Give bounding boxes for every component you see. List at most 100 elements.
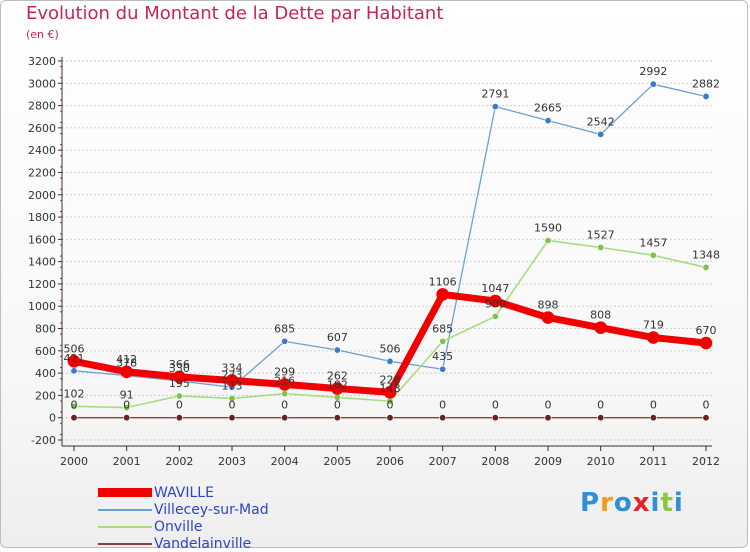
data-label: 0 — [703, 399, 710, 412]
data-point — [491, 414, 499, 422]
y-tick-label: 600 — [35, 345, 56, 358]
data-point — [281, 414, 289, 422]
data-label: 173 — [222, 379, 243, 392]
data-point — [649, 80, 657, 88]
data-label: 0 — [71, 399, 78, 412]
data-point — [544, 236, 552, 244]
data-label: 0 — [650, 399, 657, 412]
data-point — [439, 365, 447, 373]
data-point — [702, 92, 710, 100]
data-label: 412 — [116, 353, 137, 366]
data-label: 148 — [380, 382, 401, 395]
data-label: 435 — [432, 350, 453, 363]
data-label: 607 — [327, 331, 348, 344]
x-tick-label: 2006 — [376, 455, 404, 468]
y-tick-label: 2400 — [28, 144, 56, 157]
data-label: 0 — [492, 399, 499, 412]
data-label: 0 — [334, 399, 341, 412]
data-point — [278, 378, 291, 391]
x-tick-label: 2012 — [692, 455, 720, 468]
data-label: 299 — [274, 365, 295, 378]
x-tick-label: 2011 — [639, 455, 667, 468]
data-point — [173, 370, 186, 384]
data-point — [699, 336, 713, 350]
data-point — [544, 414, 552, 422]
legend-swatch — [98, 542, 152, 545]
data-label: 1106 — [429, 275, 457, 288]
data-label: 330 — [169, 362, 190, 375]
data-label: 506 — [64, 342, 85, 355]
data-label: 228 — [380, 373, 401, 386]
y-tick-label: 3000 — [28, 77, 56, 90]
x-tick-label: 2002 — [165, 455, 193, 468]
y-tick-label: -200 — [31, 434, 56, 447]
data-label: 670 — [696, 324, 717, 337]
data-label: 102 — [64, 387, 85, 400]
chart-title: Evolution du Montant de la Dette par Hab… — [26, 3, 444, 24]
data-label: 0 — [545, 399, 552, 412]
data-point — [386, 357, 394, 365]
data-point — [228, 394, 236, 402]
data-label: 719 — [643, 319, 664, 332]
data-point — [436, 288, 449, 301]
data-label: 909 — [485, 297, 506, 310]
data-point — [597, 130, 605, 138]
data-label: 216 — [274, 375, 295, 388]
data-point — [489, 294, 502, 308]
legend-label: Vandelainville — [154, 535, 252, 552]
data-label: 1590 — [534, 221, 562, 234]
logo-letter: t — [660, 488, 674, 518]
legend-label: Villecey-sur-Mad — [154, 501, 269, 518]
data-label: 378 — [116, 357, 137, 370]
data-point — [70, 402, 78, 410]
legend-item: Villecey-sur-Mad — [98, 501, 269, 518]
data-label: 808 — [590, 309, 611, 322]
data-point — [491, 103, 499, 111]
data-point — [281, 337, 289, 345]
data-point — [70, 414, 78, 422]
y-tick-label: 1200 — [28, 278, 56, 291]
data-label: 0 — [229, 399, 236, 412]
data-point — [331, 382, 344, 395]
legend-swatch — [98, 488, 152, 497]
data-point — [491, 312, 499, 320]
y-tick-label: 1000 — [28, 300, 56, 313]
data-label: 898 — [538, 299, 559, 312]
data-label: 2882 — [692, 77, 720, 90]
legend-swatch — [98, 508, 152, 511]
y-tick-label: 1400 — [28, 256, 56, 269]
data-label: 0 — [597, 399, 604, 412]
legend-swatch — [98, 525, 152, 528]
data-point — [123, 414, 131, 422]
y-tick-label: 1800 — [28, 211, 56, 224]
y-tick-label: 0 — [49, 412, 56, 425]
data-label: 685 — [274, 322, 295, 335]
y-tick-label: 200 — [35, 389, 56, 402]
y-tick-label: 1600 — [28, 233, 56, 246]
y-tick-label: 2200 — [28, 166, 56, 179]
y-tick-label: 2600 — [28, 122, 56, 135]
data-label: 1527 — [587, 228, 615, 241]
data-point — [647, 331, 660, 344]
chart-legend: WAVILLE Villecey-sur-Mad Onville Vandelainv… — [98, 484, 269, 552]
x-tick-label: 2004 — [271, 455, 299, 468]
logo-letter: r — [600, 488, 614, 518]
x-tick-label: 2007 — [429, 455, 457, 468]
logo-letter: i — [650, 488, 661, 518]
data-label: 1047 — [481, 282, 509, 295]
data-point — [70, 367, 78, 375]
legend-item: Onville — [98, 518, 269, 535]
data-point — [541, 311, 555, 324]
data-point — [333, 414, 341, 422]
data-point — [649, 414, 657, 422]
data-label: 0 — [439, 399, 446, 412]
data-label: 195 — [169, 377, 190, 390]
legend-label: WAVILLE — [154, 484, 214, 501]
x-tick-label: 2001 — [113, 455, 141, 468]
data-label: 0 — [281, 399, 288, 412]
x-tick-label: 2009 — [534, 455, 562, 468]
legend-label: Onville — [154, 518, 203, 535]
data-label: 506 — [380, 342, 401, 355]
data-label: 2791 — [481, 88, 509, 101]
